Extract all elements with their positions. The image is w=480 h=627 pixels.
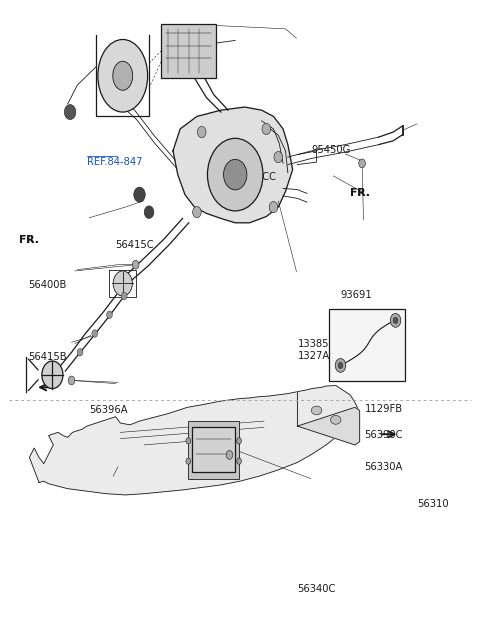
Circle shape (393, 317, 398, 324)
Circle shape (121, 292, 127, 300)
Circle shape (186, 458, 191, 464)
Circle shape (224, 159, 247, 190)
Circle shape (68, 376, 75, 385)
Ellipse shape (312, 406, 322, 415)
Text: FR.: FR. (350, 187, 370, 198)
Text: 13385: 13385 (298, 339, 329, 349)
Ellipse shape (113, 61, 132, 90)
Circle shape (64, 105, 76, 120)
Text: 56415C: 56415C (116, 240, 154, 250)
Text: 1339CC: 1339CC (238, 172, 276, 182)
Text: 56330A: 56330A (364, 461, 403, 472)
Circle shape (113, 271, 132, 296)
Text: 95450G: 95450G (312, 145, 351, 155)
Ellipse shape (330, 416, 341, 424)
Circle shape (226, 451, 233, 459)
Text: FR.: FR. (19, 234, 39, 245)
Text: 56415B: 56415B (28, 352, 67, 362)
Bar (192, 428, 235, 472)
Circle shape (274, 152, 283, 163)
Circle shape (192, 206, 201, 218)
Ellipse shape (98, 40, 148, 112)
Circle shape (207, 139, 263, 211)
Circle shape (269, 201, 278, 213)
Text: 93691: 93691 (340, 290, 372, 300)
Circle shape (237, 438, 241, 444)
Circle shape (335, 359, 346, 372)
Circle shape (186, 438, 191, 444)
Text: REF.84-847: REF.84-847 (87, 157, 143, 167)
Polygon shape (298, 392, 360, 445)
Bar (188, 421, 239, 478)
Bar (328, 309, 405, 381)
Circle shape (197, 127, 206, 138)
Circle shape (134, 187, 145, 202)
Text: 1129FB: 1129FB (364, 404, 403, 414)
Circle shape (92, 330, 97, 337)
Text: FR.: FR. (19, 234, 39, 245)
Circle shape (390, 314, 401, 327)
Circle shape (107, 311, 112, 319)
Text: 56310: 56310 (417, 499, 449, 509)
Text: 56390C: 56390C (364, 431, 403, 441)
Circle shape (262, 124, 271, 135)
Polygon shape (29, 386, 360, 495)
Bar (161, 24, 216, 78)
Circle shape (77, 349, 83, 356)
Circle shape (42, 361, 63, 389)
Circle shape (144, 206, 154, 218)
Circle shape (338, 362, 343, 369)
Text: 56340C: 56340C (298, 584, 336, 594)
Circle shape (359, 159, 365, 168)
Text: 1327AC: 1327AC (298, 351, 336, 361)
Text: 56400B: 56400B (28, 280, 67, 290)
Text: FR.: FR. (350, 187, 370, 198)
Circle shape (132, 260, 139, 269)
Text: 56396A: 56396A (89, 406, 128, 416)
Polygon shape (173, 107, 293, 223)
Circle shape (237, 458, 241, 464)
